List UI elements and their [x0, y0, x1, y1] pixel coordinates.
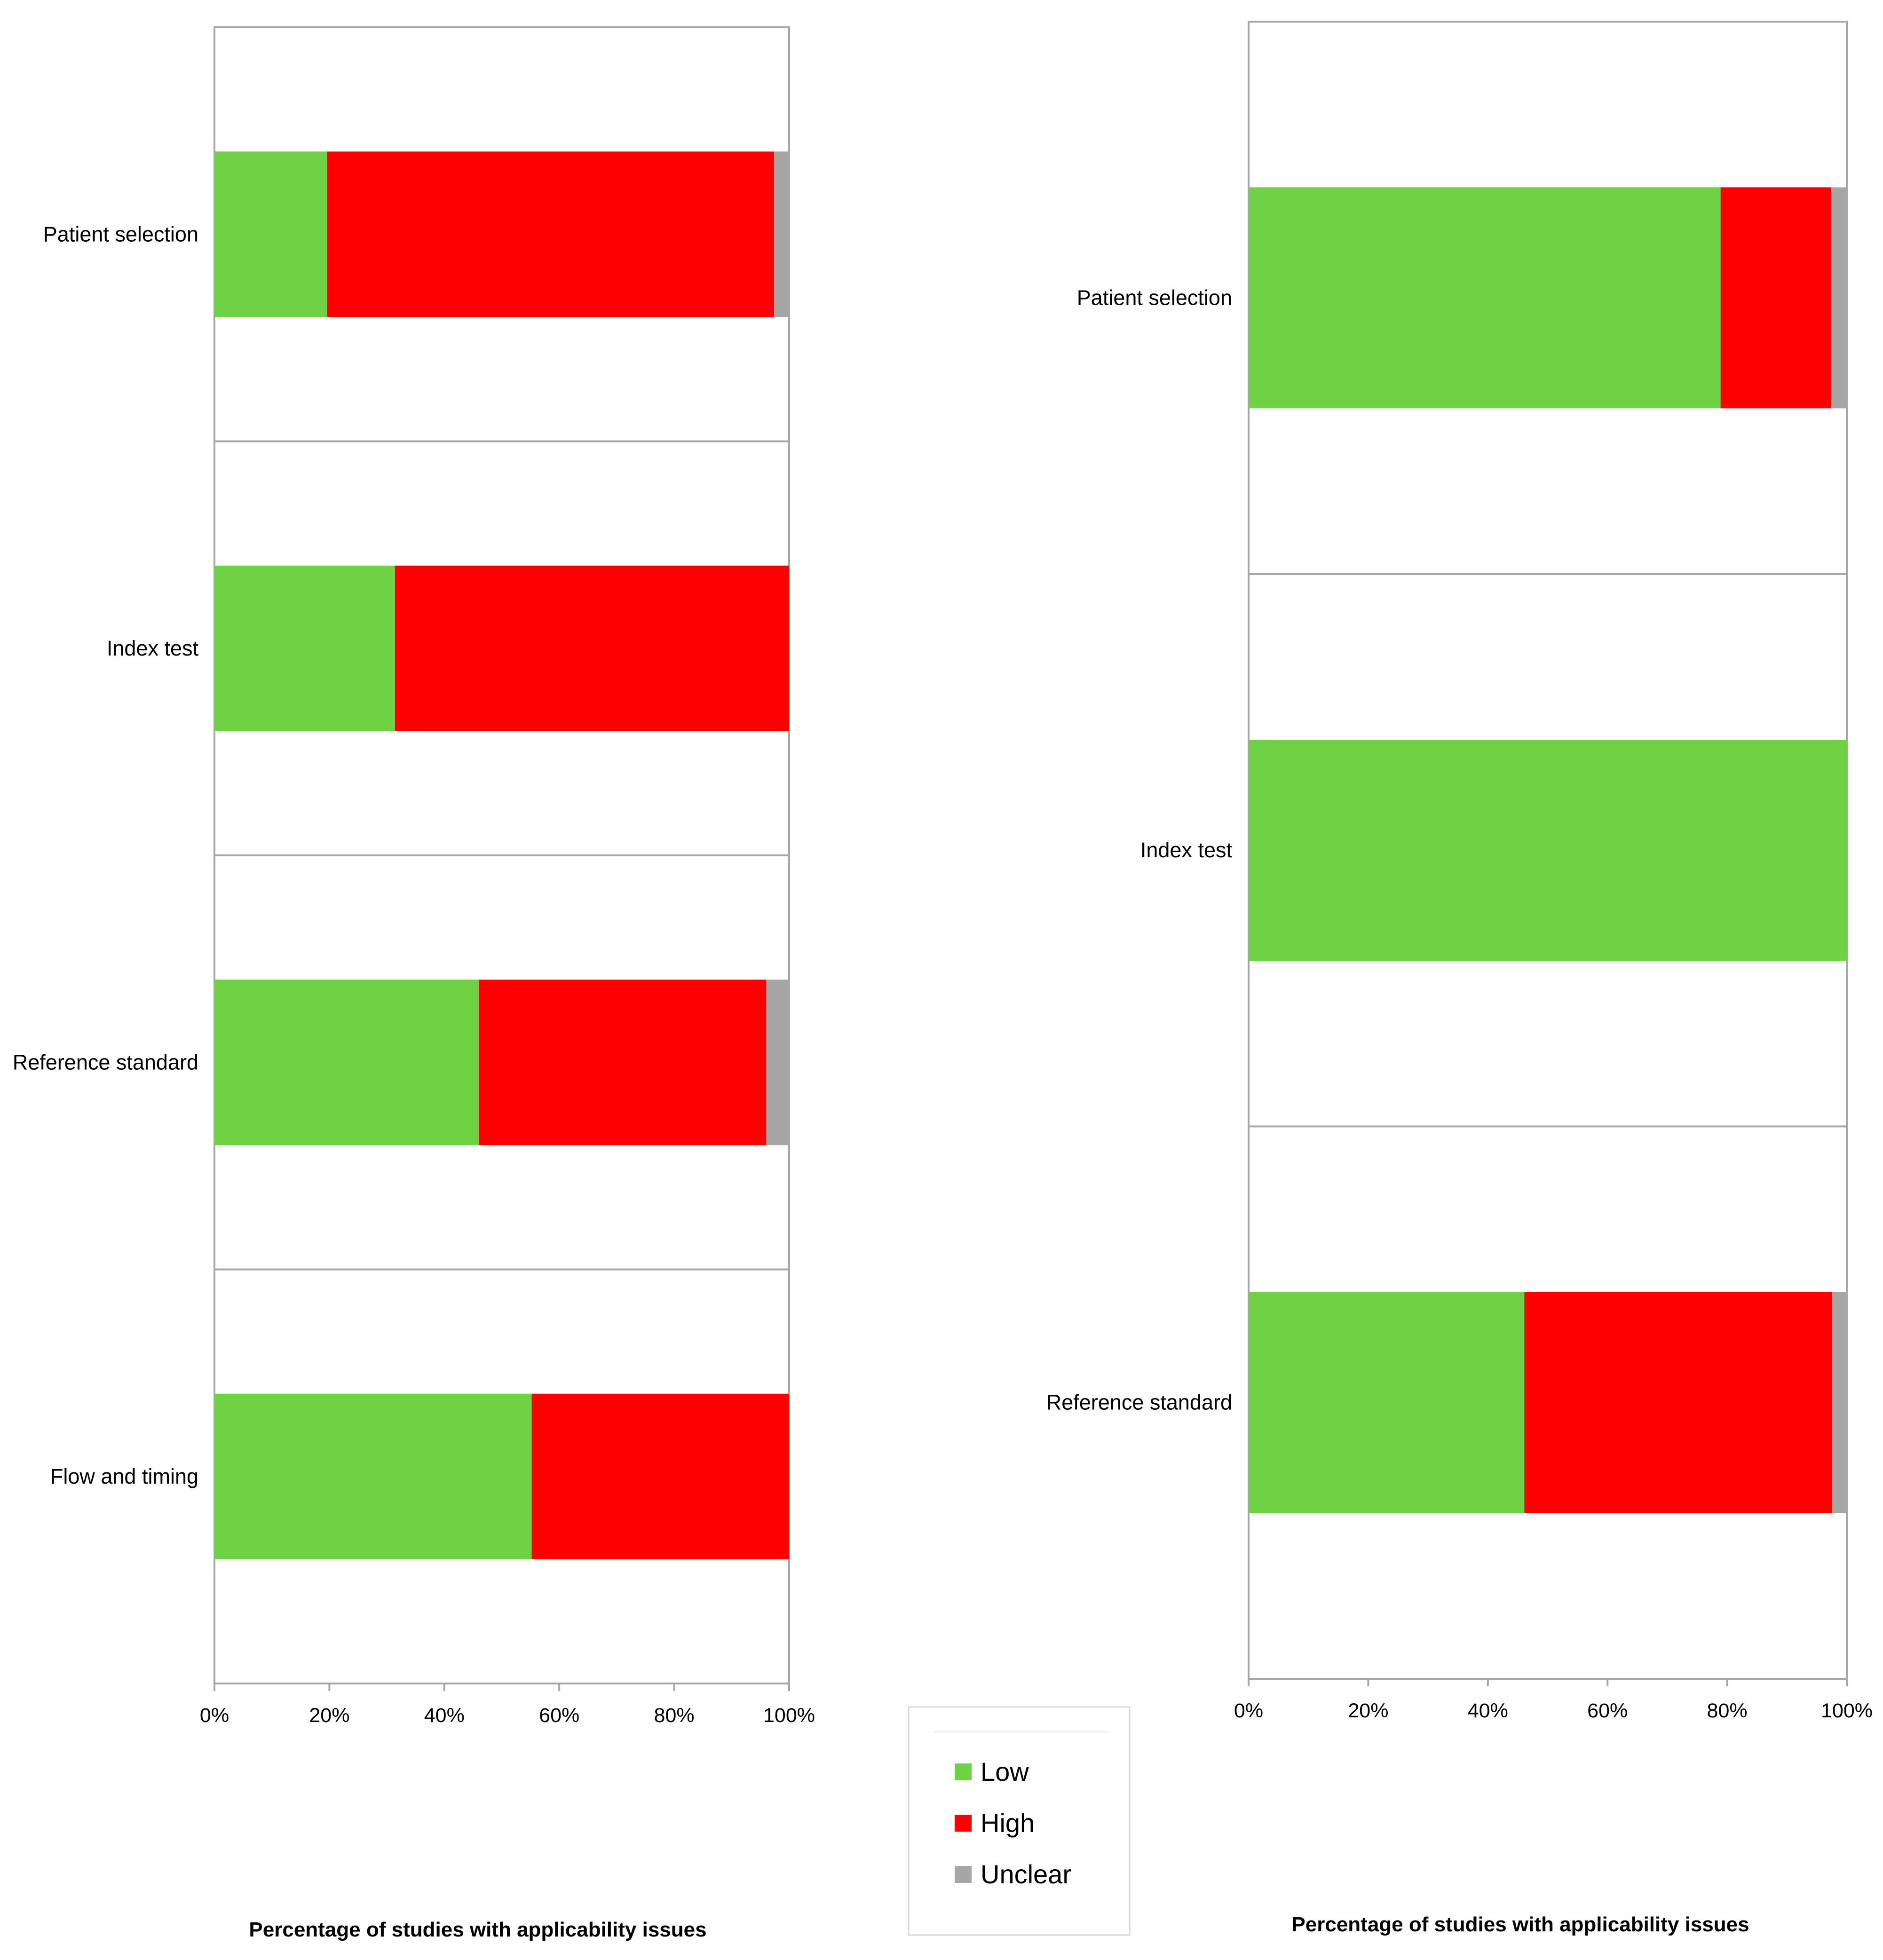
bar-unclear-patient-selection — [1831, 187, 1847, 409]
x-axis-label: Percentage of studies with applicability… — [249, 1918, 706, 1941]
category-label-patient-selection: Patient selection — [1077, 285, 1232, 309]
left-chart: Patient selection Index test Reference sta… — [13, 26, 815, 1941]
legend-swatch-low — [955, 1763, 972, 1780]
bar-low-index-test — [214, 565, 395, 731]
bar-low-patient-selection — [214, 151, 327, 317]
category-label-patient-selection: Patient selection — [43, 222, 198, 246]
bar-low-flow-and-timing — [214, 1393, 532, 1559]
bar-high-patient-selection — [1720, 187, 1831, 409]
x-tick-label: 80% — [654, 1704, 695, 1727]
category-label-flow-and-timing: Flow and timing — [50, 1464, 198, 1488]
x-tick-label: 20% — [1348, 1699, 1388, 1722]
category-label-index-test: Index test — [1140, 838, 1233, 862]
bar-unclear-reference-standard — [766, 980, 789, 1146]
bar-high-index-test — [395, 565, 789, 731]
x-tick-label: 0% — [1234, 1699, 1263, 1722]
x-tick-label: 80% — [1707, 1699, 1748, 1722]
bar-high-reference-standard — [479, 980, 767, 1146]
x-tick-label: 60% — [1587, 1699, 1628, 1722]
x-tick-label: 100% — [763, 1704, 815, 1727]
bar-high-reference-standard — [1524, 1292, 1832, 1513]
legend: Low High Unclear — [908, 1706, 1131, 1936]
x-tick-label: 20% — [309, 1704, 349, 1727]
legend-label-unclear: Unclear — [981, 1859, 1071, 1889]
legend-swatch-unclear — [955, 1866, 972, 1883]
category-label-reference-standard: Reference standard — [13, 1050, 198, 1074]
x-tick-label: 100% — [1821, 1699, 1873, 1722]
bar-high-patient-selection — [327, 151, 775, 317]
bar-low-reference-standard — [1249, 1292, 1525, 1513]
bar-low-reference-standard — [214, 980, 479, 1146]
x-tick-label: 0% — [200, 1704, 229, 1727]
x-axis-label: Percentage of studies with applicability… — [1291, 1913, 1749, 1936]
category-label-reference-standard: Reference standard — [1046, 1391, 1232, 1415]
bar-unclear-patient-selection — [774, 151, 789, 317]
right-chart: Patient selection Index test Reference sta… — [1046, 21, 1873, 1936]
bar-low-patient-selection — [1249, 187, 1721, 409]
legend-box — [908, 1706, 1131, 1936]
category-label-index-test: Index test — [107, 636, 199, 660]
legend-label-high: High — [981, 1808, 1035, 1838]
x-tick-label: 40% — [1468, 1699, 1508, 1722]
bar-unclear-reference-standard — [1832, 1292, 1847, 1513]
x-tick-label: 40% — [424, 1704, 465, 1727]
legend-label-low: Low — [981, 1757, 1029, 1786]
bar-high-flow-and-timing — [531, 1393, 789, 1559]
x-tick-label: 60% — [539, 1704, 579, 1727]
bar-low-index-test — [1249, 740, 1847, 961]
legend-swatch-high — [955, 1815, 972, 1832]
